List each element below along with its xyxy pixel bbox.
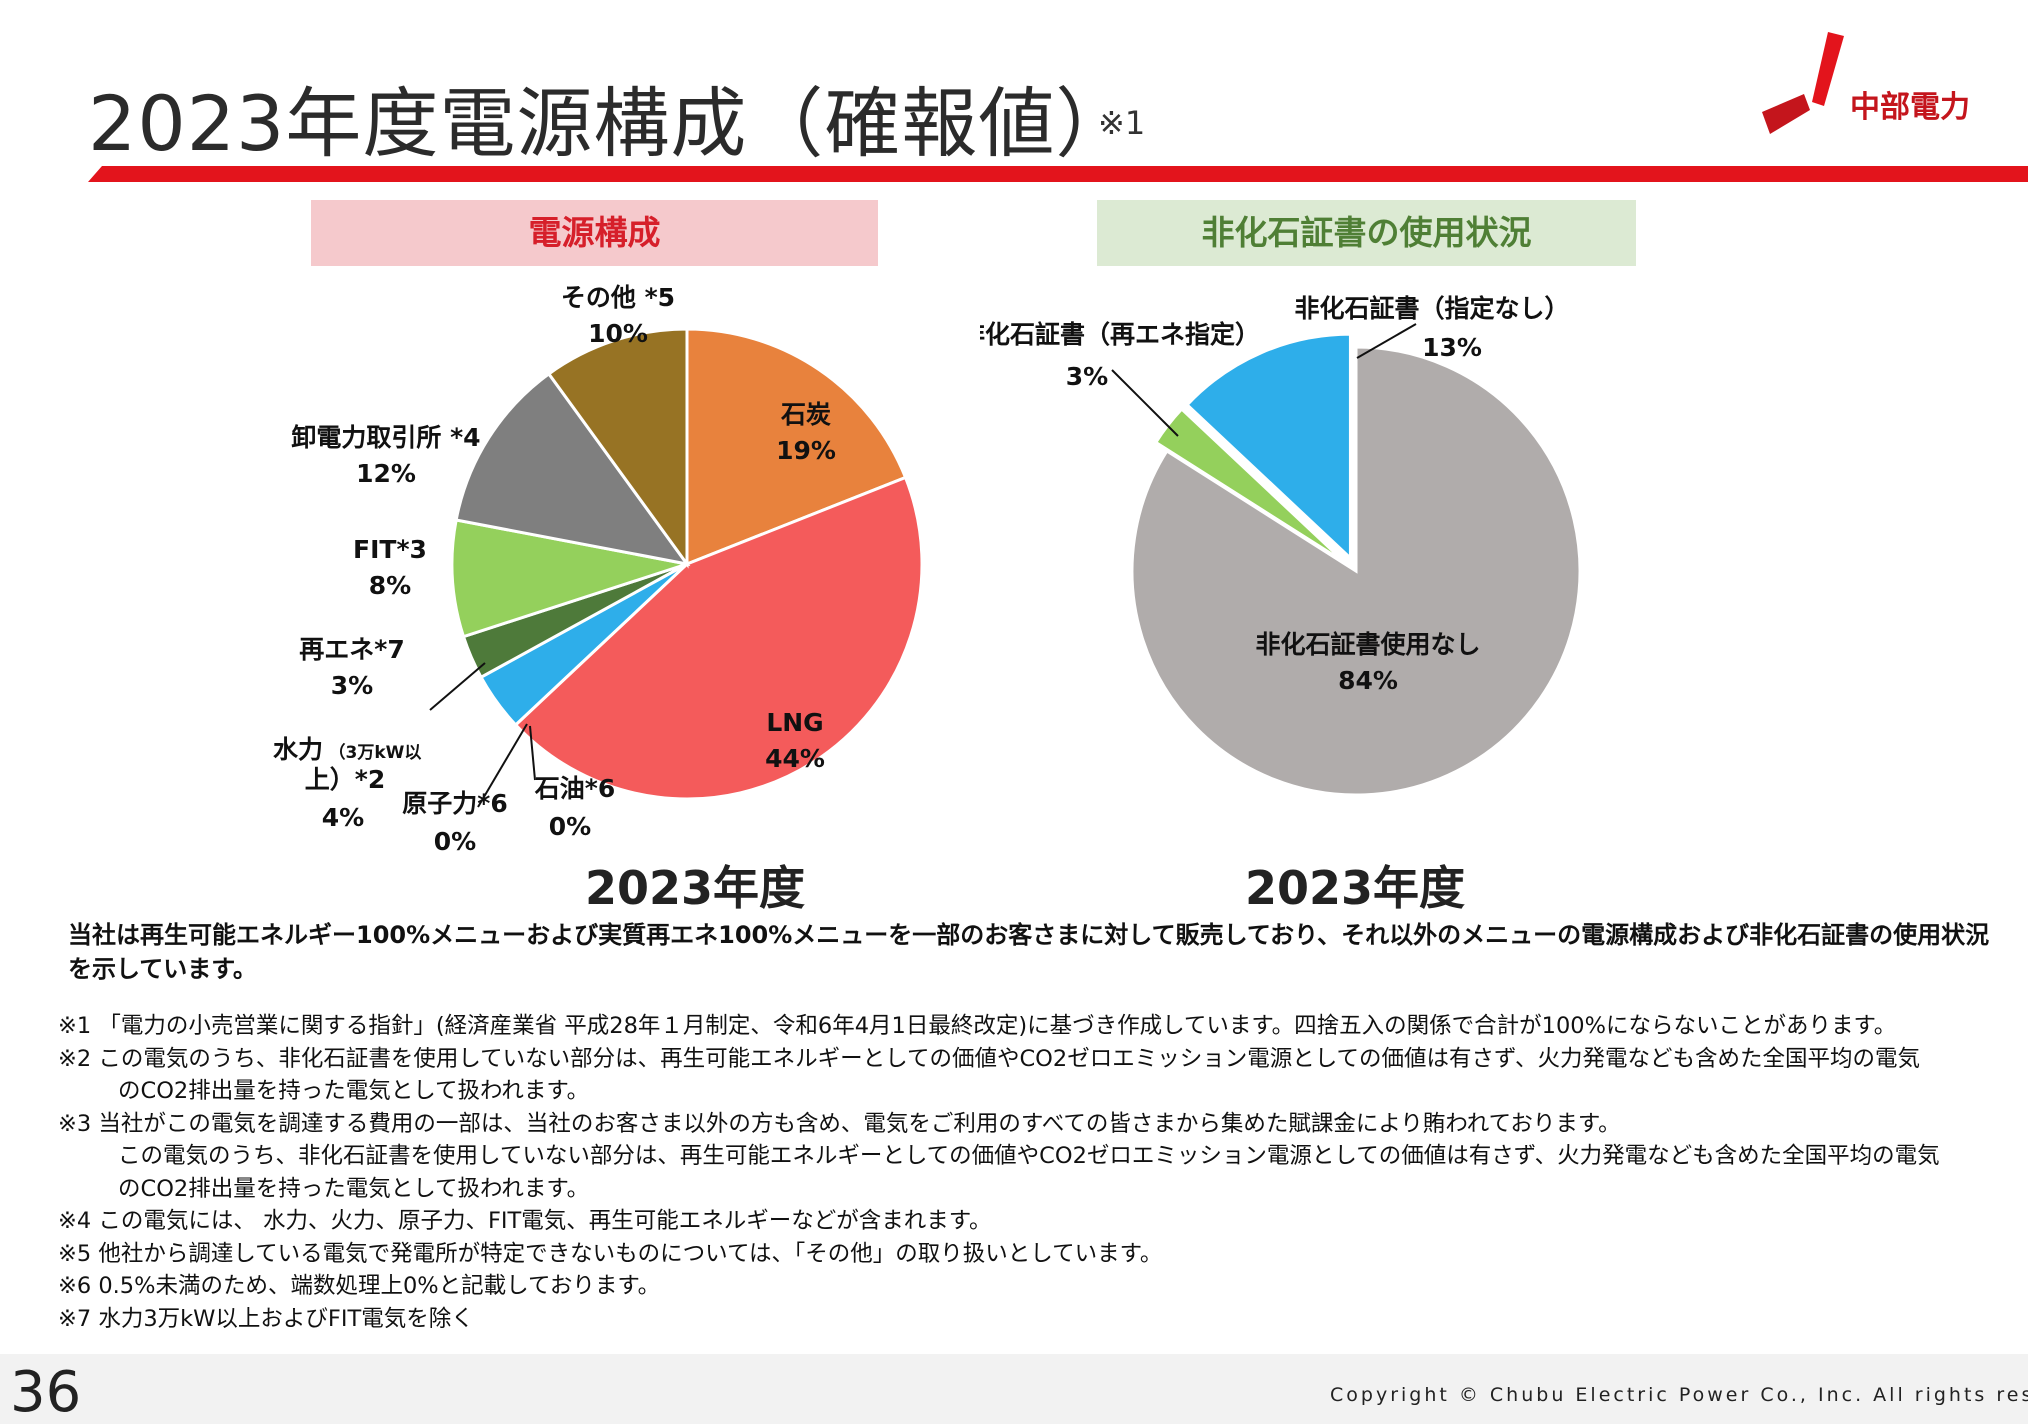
slice-label-hydro: 水力 xyxy=(273,735,323,764)
chubu-logo-icon xyxy=(1762,32,1844,134)
description-text: 当社は再生可能エネルギー100%メニューおよび実質再エネ100%メニューを一部の… xyxy=(68,921,1990,983)
leader-line-nuclear xyxy=(477,723,528,808)
nonfossil-banner: 非化石証書の使用状況 xyxy=(1097,200,1636,266)
pie-slice-8 xyxy=(546,327,689,569)
slice-value-jepx: 12% xyxy=(356,459,416,488)
pie-slice-1 xyxy=(513,475,924,801)
footnote-2: ※2 この電気のうち、非化石証書を使用していない部分は、再生可能エネルギーとして… xyxy=(58,1045,1920,1072)
leader-line-unspecified-certificate xyxy=(1356,323,1417,359)
power-mix-pie-chart: 石炭 19% LNG 44% 石油*6 0% 原子力*6 0% 水力 （3万kW以上）*2 4% 再エ… xyxy=(273,283,924,856)
title-footnote-mark: ※1 xyxy=(1098,104,1146,142)
slice-value-nuclear: 0% xyxy=(434,827,476,856)
footnote-3-cont2: のCO2排出量を持った電気として扱われます。 xyxy=(118,1175,590,1202)
pie-slice-0 xyxy=(685,327,908,567)
pie-slice-6 xyxy=(450,518,688,639)
footer-bar xyxy=(0,1354,2028,1424)
footnote-2-cont: のCO2排出量を持った電気として扱われます。 xyxy=(118,1078,590,1104)
slice-label-hydro-line2: 上）*2 xyxy=(305,765,385,794)
pie-slice-7 xyxy=(454,371,691,567)
nonfossil-year-caption: 2023年度 xyxy=(1244,861,1466,915)
slice-label-no-certificate: 非化石証書使用なし xyxy=(1255,630,1480,659)
slice-label-lng: LNG xyxy=(766,708,823,737)
leader-line-renew xyxy=(429,662,486,711)
slice-value-fit: 8% xyxy=(369,571,411,600)
slice-value-renew: 3% xyxy=(331,671,373,700)
slice-label-unspecified-certificate: 非化石証書（指定なし） xyxy=(1294,294,1569,323)
slice-value-lng: 44% xyxy=(765,744,825,773)
leader-line-oil xyxy=(529,725,536,781)
copyright: Copyright © Chubu Electric Power Co., In… xyxy=(1330,1384,2028,1406)
slice-value-renew-certificate: 3% xyxy=(1066,362,1108,391)
pie-slice-0 xyxy=(1130,345,1582,797)
slice-label-nuclear: 原子力*6 xyxy=(402,789,507,818)
power-mix-labels: 石炭 19% LNG 44% 石油*6 0% 原子力*6 0% 水力 （3万kW以上）*2 4% 再エ… xyxy=(273,283,836,856)
slice-value-hydro: 4% xyxy=(322,803,364,832)
power-mix-year-caption: 2023年度 xyxy=(584,861,806,915)
footnotes: ※1 「電力の小売営業に関する指針」(経済産業省 平成28年１月制定、令和6年4… xyxy=(58,1010,2008,1335)
header-red-rule xyxy=(88,166,2028,182)
slice-value-oil: 0% xyxy=(549,812,591,841)
slice-value-other: 10% xyxy=(588,319,648,348)
footnote-1: ※1 「電力の小売営業に関する指針」(経済産業省 平成28年１月制定、令和6年4… xyxy=(58,1013,1897,1039)
footnote-5: ※5 他社から調達している電気で発電所が特定できないものについては、「その他」の… xyxy=(58,1240,1163,1267)
power-mix-slices xyxy=(450,327,924,801)
slice-label-jepx: 卸電力取引所 *4 xyxy=(291,423,480,452)
pie-slice-2 xyxy=(1185,332,1352,562)
slice-label-renew: 再エネ*7 xyxy=(299,635,404,664)
slice-value-no-certificate: 84% xyxy=(1338,666,1398,695)
page-title: 2023年度電源構成（確報値） xyxy=(88,79,1133,168)
footnote-3-cont: この電気のうち、非化石証書を使用していない部分は、再生可能エネルギーとしての価値… xyxy=(118,1143,1940,1169)
slice-label-hydro-small: （3万kW以 xyxy=(329,742,422,763)
nonfossil-slices xyxy=(1130,332,1582,797)
slice-label-fit: FIT*3 xyxy=(353,535,427,564)
footnote-7: ※7 水力3万kW以上およびFIT電気を除く xyxy=(58,1305,474,1332)
slice-label-oil: 石油*6 xyxy=(534,774,615,803)
nonfossil-pie-chart: 非化石証書使用なし 84% 非化石証書（再エネ指定） 3% 非化石証書（指定なし） 13% xyxy=(980,294,1582,797)
slice-value-unspecified-certificate: 13% xyxy=(1422,333,1482,362)
slice-label-renew-certificate: 非化石証書（再エネ指定） xyxy=(980,320,1260,349)
leader-line-renew-certificate xyxy=(1111,369,1179,437)
power-mix-banner: 電源構成 xyxy=(311,200,878,266)
slice-value-coal: 19% xyxy=(776,436,836,465)
footnote-3: ※3 当社がこの電気を調達する費用の一部は、当社のお客さま以外の方も含め、電気を… xyxy=(58,1110,1621,1137)
slice-label-coal: 石炭 xyxy=(780,400,831,429)
nonfossil-labels: 非化石証書使用なし 84% 非化石証書（再エネ指定） 3% 非化石証書（指定なし） 13% xyxy=(980,294,1570,695)
slice-label-other: その他 *5 xyxy=(561,283,675,312)
footnote-4: ※4 この電気には、 水力、火力、原子力、FIT電気、再生可能エネルギーなどが含… xyxy=(58,1208,992,1234)
logo-text: 中部電力 xyxy=(1850,90,1970,125)
footnote-6: ※6 0.5%未満のため、端数処理上0%と記載しております。 xyxy=(58,1273,661,1299)
page-number: 36 xyxy=(10,1360,82,1425)
